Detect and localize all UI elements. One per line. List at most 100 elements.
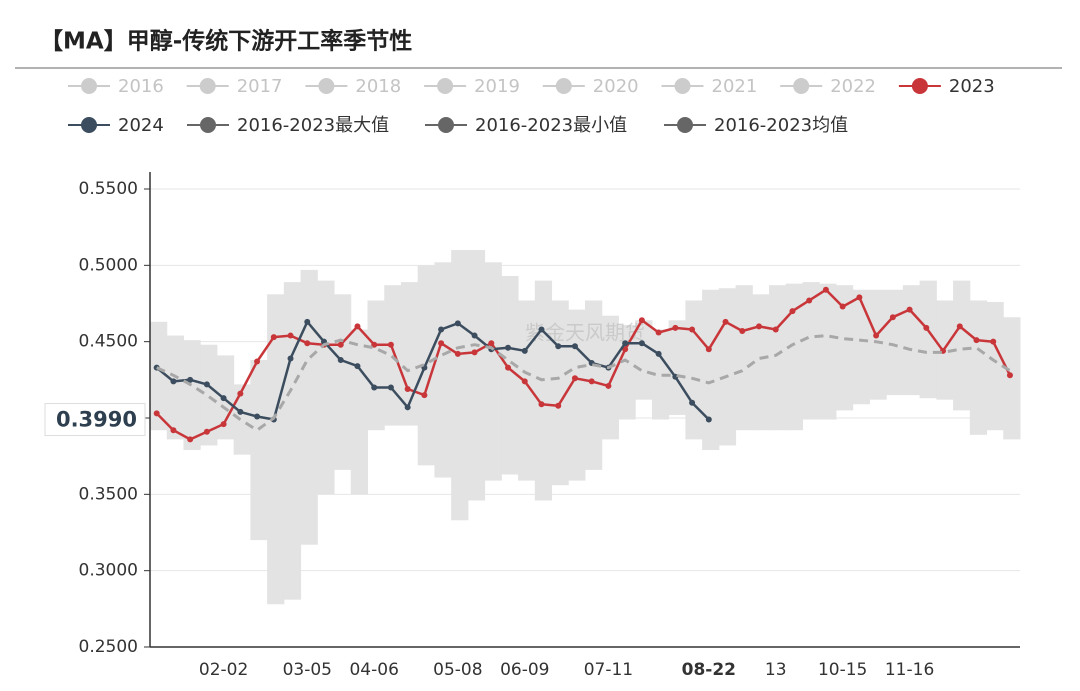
range-band [451, 250, 469, 521]
point [454, 320, 461, 327]
range-band [501, 276, 519, 475]
point [655, 350, 662, 357]
point [622, 346, 629, 353]
point [906, 306, 913, 313]
legend-item: 2019 [424, 76, 520, 97]
point [337, 356, 344, 363]
point [254, 413, 261, 420]
legend-label: 2018 [355, 76, 401, 97]
legend-item: 2016 [68, 76, 164, 97]
x-tick-label: 11-16 [885, 660, 934, 680]
point [387, 384, 394, 391]
x-tick-label: 03-05 [283, 660, 332, 680]
range-band [685, 300, 703, 440]
legend-item: 2018 [305, 76, 401, 97]
point [220, 395, 227, 402]
legend-marker [677, 117, 693, 133]
range-band [484, 262, 502, 481]
range-band [819, 283, 837, 420]
y-tick-label: 0.4500 [79, 332, 138, 352]
legend-marker [793, 78, 810, 94]
point [789, 308, 796, 315]
range-band [534, 280, 553, 501]
point [220, 421, 227, 428]
point [287, 332, 294, 339]
range-band [869, 289, 887, 400]
legend-item: 2016-2023最大值 [187, 115, 389, 136]
range-band [886, 289, 904, 396]
legend-item: 2024 [68, 115, 164, 136]
y-tick-label: 0.2500 [79, 637, 138, 657]
x-tick-label: 06-09 [500, 660, 549, 680]
range-band [702, 289, 720, 451]
point [923, 324, 930, 331]
point [973, 337, 980, 344]
point [471, 349, 478, 356]
point [170, 427, 177, 434]
y-tick-label: 0.3000 [79, 561, 138, 581]
range-band [434, 262, 452, 478]
point [187, 436, 194, 443]
point [421, 392, 428, 399]
point [756, 323, 762, 330]
point [337, 341, 344, 348]
point [270, 334, 277, 341]
range-band [250, 359, 268, 541]
range-band [902, 285, 921, 396]
range-band [718, 288, 737, 446]
legend-label: 2016-2023最小值 [475, 115, 627, 136]
legend-label: 2016-2023最大值 [237, 115, 389, 136]
legend-marker [81, 117, 97, 133]
point [672, 324, 679, 331]
y-pointer-box [44, 403, 146, 437]
legend-label: 2023 [949, 76, 995, 97]
point [889, 314, 896, 321]
y-pointer-label: 0.3990 [56, 408, 137, 432]
legend-item: 2023 [898, 76, 995, 97]
series-line [155, 320, 710, 421]
range-band [668, 320, 686, 415]
range-band [267, 294, 285, 605]
x-tick-label: 05-08 [433, 660, 482, 680]
point [371, 384, 378, 391]
range-band [200, 344, 218, 446]
point [404, 404, 411, 411]
point [170, 378, 177, 385]
legend-label: 2020 [593, 76, 639, 97]
range-band [919, 280, 937, 399]
point [990, 338, 997, 345]
point [873, 332, 880, 339]
legend-marker [911, 78, 928, 94]
point [1006, 372, 1013, 379]
y-tick-label: 0.3500 [79, 484, 138, 504]
legend-item: 2017 [186, 76, 283, 97]
point [839, 303, 846, 310]
point [822, 286, 829, 293]
point [638, 340, 645, 347]
point [454, 350, 461, 357]
range-band [735, 285, 753, 431]
range-band [601, 315, 619, 440]
mean-line [156, 334, 1011, 432]
range-band [635, 320, 653, 400]
point [605, 382, 612, 389]
x-tick-label: 10-15 [818, 660, 867, 680]
point [689, 326, 696, 333]
legend-item: 2021 [661, 76, 757, 97]
range-band [367, 300, 385, 431]
legend-item: 2022 [780, 76, 876, 97]
point [538, 401, 545, 408]
point [203, 428, 210, 435]
x-pointer-label: 08-22 [682, 660, 736, 680]
point [739, 327, 746, 334]
legend-item: 2016-2023均值 [664, 115, 848, 136]
range-band [350, 329, 368, 495]
point [588, 378, 595, 385]
point [254, 358, 261, 365]
point [555, 402, 562, 409]
range-band [317, 280, 335, 495]
point [806, 297, 813, 304]
legend-marker [438, 117, 454, 133]
chart-title: 【MA】甲醇-传统下游开工率季节性 [40, 28, 412, 55]
point [304, 318, 311, 325]
